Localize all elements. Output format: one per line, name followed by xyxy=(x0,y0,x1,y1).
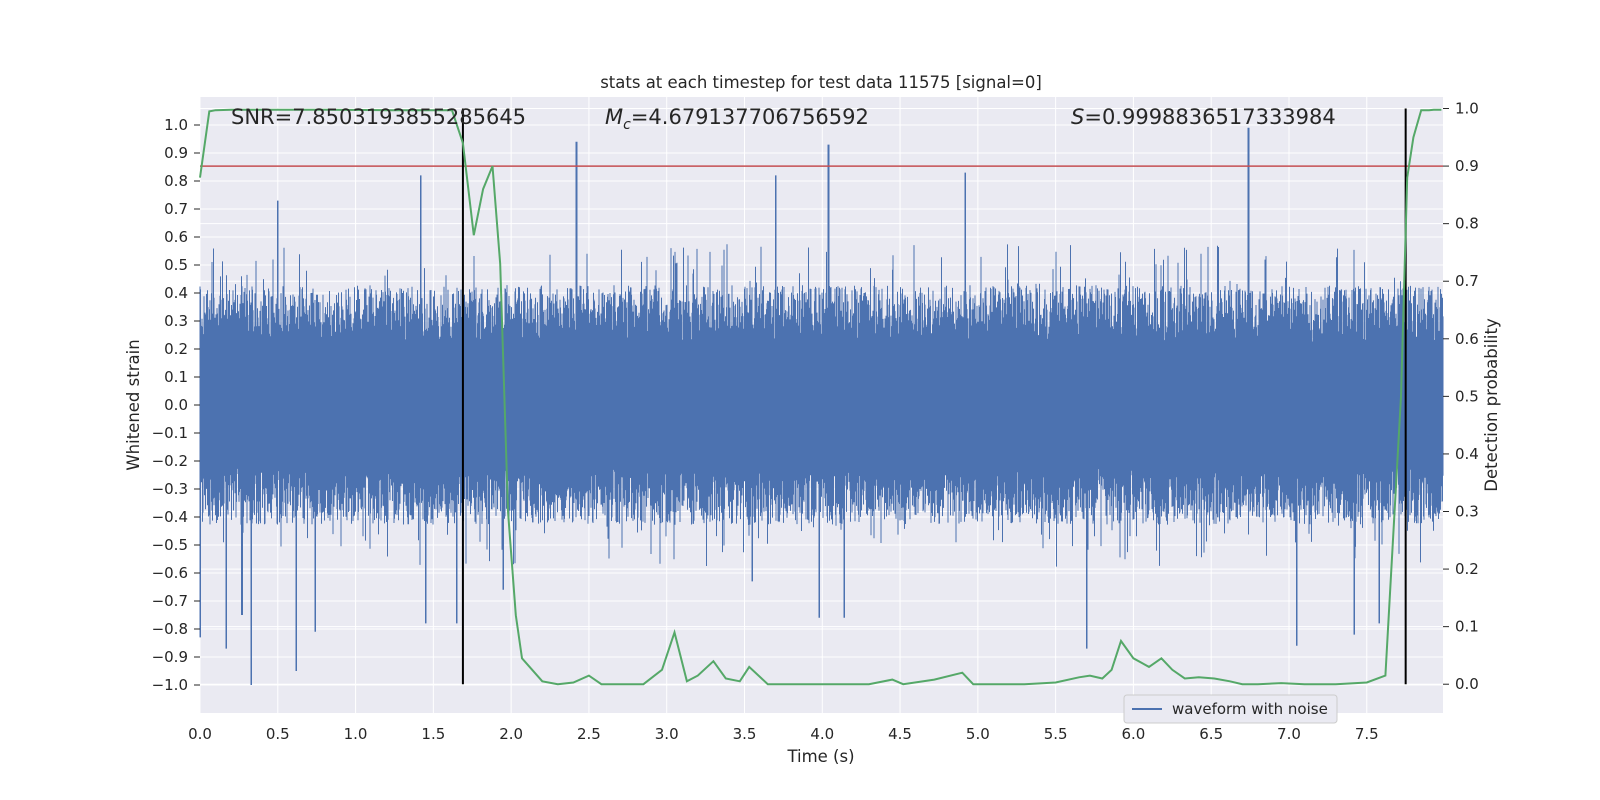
y-tick-label: 0.7 xyxy=(164,200,188,218)
y-tick-label: −1.0 xyxy=(152,676,188,694)
chart-title: stats at each timestep for test data 115… xyxy=(600,73,1042,92)
chirp-mass-annotation: Mc=4.679137706756592 xyxy=(605,105,869,133)
snr-annotation: SNR=7.8503193855285645 xyxy=(231,105,526,129)
y-right-tick-label: 0.4 xyxy=(1455,445,1479,463)
x-tick-label: 1.5 xyxy=(421,725,445,743)
x-tick-label: 4.0 xyxy=(810,725,834,743)
y-tick-label: −0.1 xyxy=(152,424,188,442)
y-tick-label: −0.4 xyxy=(152,508,188,526)
x-tick-label: 6.0 xyxy=(1121,725,1145,743)
y-tick-label: 0.4 xyxy=(164,284,188,302)
x-ticks: 0.0 0.5 1.0 1.5 2.0 2.5 3.0 3.5 4.0 4.5 5.0 5.5 6.0 6… xyxy=(188,725,1379,743)
s-annotation: S=0.9998836517333984 xyxy=(1071,105,1336,129)
x-tick-label: 7.5 xyxy=(1355,725,1379,743)
y-right-tick-label: 0.1 xyxy=(1455,618,1479,636)
y-right-tick-label: 0.7 xyxy=(1455,272,1479,290)
y-tick-label: −0.8 xyxy=(152,620,188,638)
y-tick-label: −0.2 xyxy=(152,452,188,470)
x-tick-label: 3.5 xyxy=(733,725,757,743)
y-tick-label: −0.5 xyxy=(152,536,188,554)
y-right-tick-label: 0.8 xyxy=(1455,215,1479,233)
y-right-tick-label: 0.2 xyxy=(1455,560,1479,578)
y-tick-label: 0.6 xyxy=(164,228,188,246)
x-tick-label: 4.5 xyxy=(888,725,912,743)
x-tick-label: 2.5 xyxy=(577,725,601,743)
y-tick-label: 0.1 xyxy=(164,368,188,386)
detection-probability-line xyxy=(199,108,1442,686)
y-tick-label: 0.0 xyxy=(164,396,188,414)
waveform-series xyxy=(199,127,1444,685)
y-right-tick-label: 0.5 xyxy=(1455,387,1479,405)
y-ticks-right: 1.0 0.9 0.8 0.7 0.6 0.5 0.4 0.3 0.2 0.1 0.0 xyxy=(1443,100,1479,693)
y-tick-label: 1.0 xyxy=(164,116,188,134)
x-tick-label: 3.0 xyxy=(655,725,679,743)
x-tick-label: 0.0 xyxy=(188,725,212,743)
legend: waveform with noise xyxy=(1123,694,1338,724)
y-right-tick-label: 0.6 xyxy=(1455,330,1479,348)
x-tick-label: 1.0 xyxy=(344,725,368,743)
x-tick-label: 7.0 xyxy=(1277,725,1301,743)
x-tick-label: 5.5 xyxy=(1044,725,1068,743)
legend-label: waveform with noise xyxy=(1172,700,1328,718)
y-tick-label: −0.9 xyxy=(152,648,188,666)
y-ticks-left: 1.0 0.9 0.8 0.7 0.6 0.5 0.4 0.3 0.2 0.1 0.0 −0.1 −0.… xyxy=(152,116,200,694)
y-right-tick-label: 0.9 xyxy=(1455,157,1479,175)
y-tick-label: 0.3 xyxy=(164,312,188,330)
y-tick-label: −0.3 xyxy=(152,480,188,498)
y-right-tick-label: 1.0 xyxy=(1455,100,1479,118)
y-axis-label-right: Detection probability xyxy=(1482,318,1501,492)
y-tick-label: 0.2 xyxy=(164,340,188,358)
legend-box xyxy=(1123,694,1338,724)
y-right-tick-label: 0.0 xyxy=(1455,675,1479,693)
x-axis-label: Time (s) xyxy=(786,747,854,766)
x-tick-label: 5.0 xyxy=(966,725,990,743)
y-tick-label: −0.6 xyxy=(152,564,188,582)
y-right-tick-label: 0.3 xyxy=(1455,503,1479,521)
x-tick-label: 2.0 xyxy=(499,725,523,743)
y-tick-label: 0.9 xyxy=(164,144,188,162)
y-tick-label: 0.8 xyxy=(164,172,188,190)
x-tick-label: 6.5 xyxy=(1199,725,1223,743)
y-axis-label: Whitened strain xyxy=(124,339,143,470)
x-tick-label: 0.5 xyxy=(266,725,290,743)
waveform-core xyxy=(200,351,1443,464)
y-tick-label: −0.7 xyxy=(152,592,188,610)
y-tick-label: 0.5 xyxy=(164,256,188,274)
